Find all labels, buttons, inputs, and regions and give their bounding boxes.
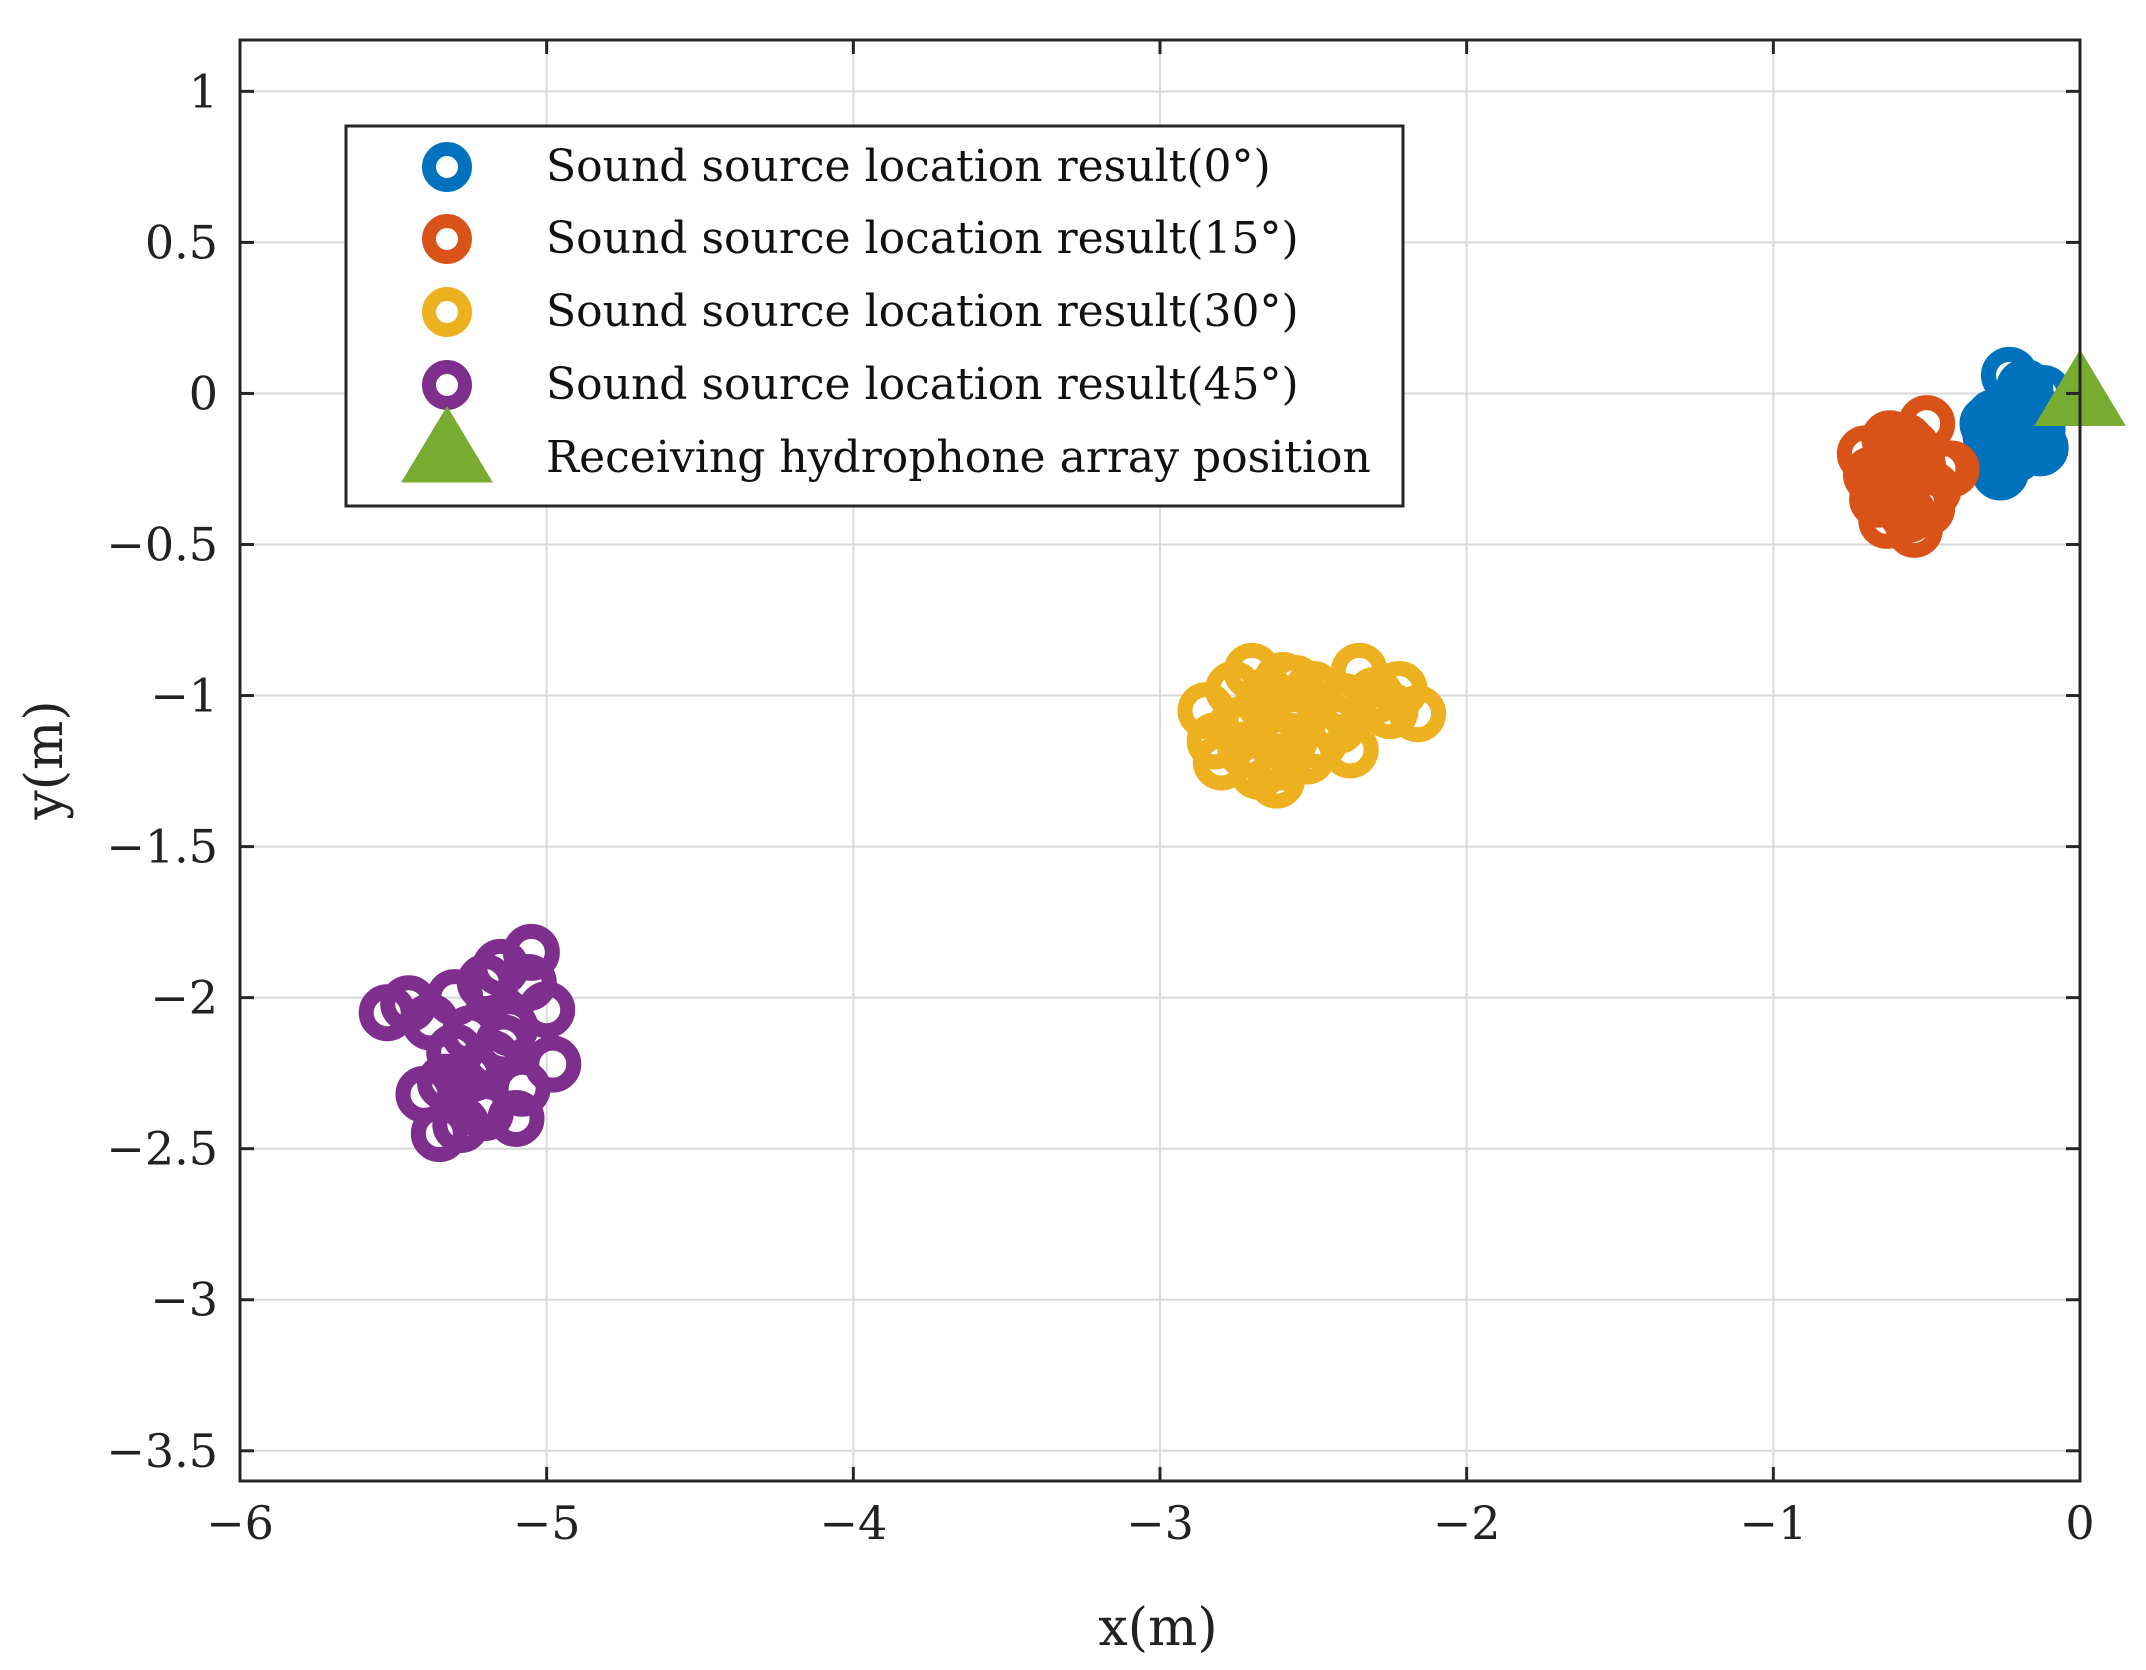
legend: Sound source location result(0°) Sound so… <box>344 124 1405 508</box>
x-tick-label: −6 <box>206 1496 274 1550</box>
legend-label: Sound source location result(15°) <box>546 213 1299 264</box>
legend-marker <box>401 406 493 483</box>
x-axis-title: x(m) <box>1098 1598 1217 1658</box>
data-point <box>493 1059 551 1117</box>
data-point <box>1922 440 1980 498</box>
series-1 <box>1836 395 1980 558</box>
legend-label: Sound source location result(0°) <box>546 141 1271 192</box>
x-tick-label: −1 <box>1739 1496 1807 1550</box>
data-point <box>1309 697 1367 755</box>
y-tick-label: −3.5 <box>106 1424 218 1478</box>
x-tick-label: −5 <box>513 1496 581 1550</box>
data-point <box>1984 395 2042 453</box>
y-tick-label: −1 <box>150 669 218 723</box>
x-tick-label: −4 <box>819 1496 887 1550</box>
tick-labels: −6 −5 −4 −3 −2 −1 0 1 0.5 0 −0.5 −1 −1.5 −2 −2.5 −3 −3.5 <box>106 64 2094 1550</box>
legend-marker <box>422 360 472 410</box>
series-0 <box>1959 346 2072 501</box>
data-point <box>1888 437 1946 495</box>
legend-box <box>344 124 1405 508</box>
x-tick-label: 0 <box>2065 1496 2094 1550</box>
y-tick-label: 0.5 <box>145 215 218 269</box>
y-tick-label: 0 <box>189 366 218 420</box>
data-point <box>487 1089 545 1147</box>
x-tick-label: −2 <box>1433 1496 1501 1550</box>
data-point <box>1186 712 1244 770</box>
y-tick-label: −0.5 <box>106 518 218 572</box>
y-tick-label: −2.5 <box>106 1122 218 1176</box>
y-tick-label: −1.5 <box>106 820 218 874</box>
axis-ticks <box>238 40 2082 1481</box>
grid-lines <box>239 40 2081 1481</box>
legend-label: Sound source location result(30°) <box>546 286 1299 337</box>
y-tick-label: −2 <box>150 971 218 1025</box>
data-point <box>1389 685 1447 743</box>
series-2 <box>1177 642 1447 809</box>
legend-marker <box>422 214 472 264</box>
series-3 <box>358 923 582 1163</box>
data-marks <box>358 346 2126 1163</box>
legend-marker <box>422 287 472 337</box>
y-axis-title: y(m) <box>15 700 75 820</box>
data-point <box>475 1014 533 1072</box>
y-tick-label: −3 <box>150 1273 218 1327</box>
data-point <box>410 1105 468 1163</box>
data-point <box>426 1023 484 1081</box>
data-point <box>1235 673 1293 731</box>
legend-label: Sound source location result(45°) <box>546 359 1299 410</box>
data-point <box>499 954 557 1012</box>
data-point <box>1254 733 1312 791</box>
y-tick-label: 1 <box>189 64 218 118</box>
legend-marker <box>422 142 472 192</box>
legend-label: Receiving hydrophone array position <box>546 432 1371 483</box>
legend-items: Sound source location result(0°) Sound so… <box>401 141 1371 483</box>
x-tick-label: −3 <box>1126 1496 1194 1550</box>
